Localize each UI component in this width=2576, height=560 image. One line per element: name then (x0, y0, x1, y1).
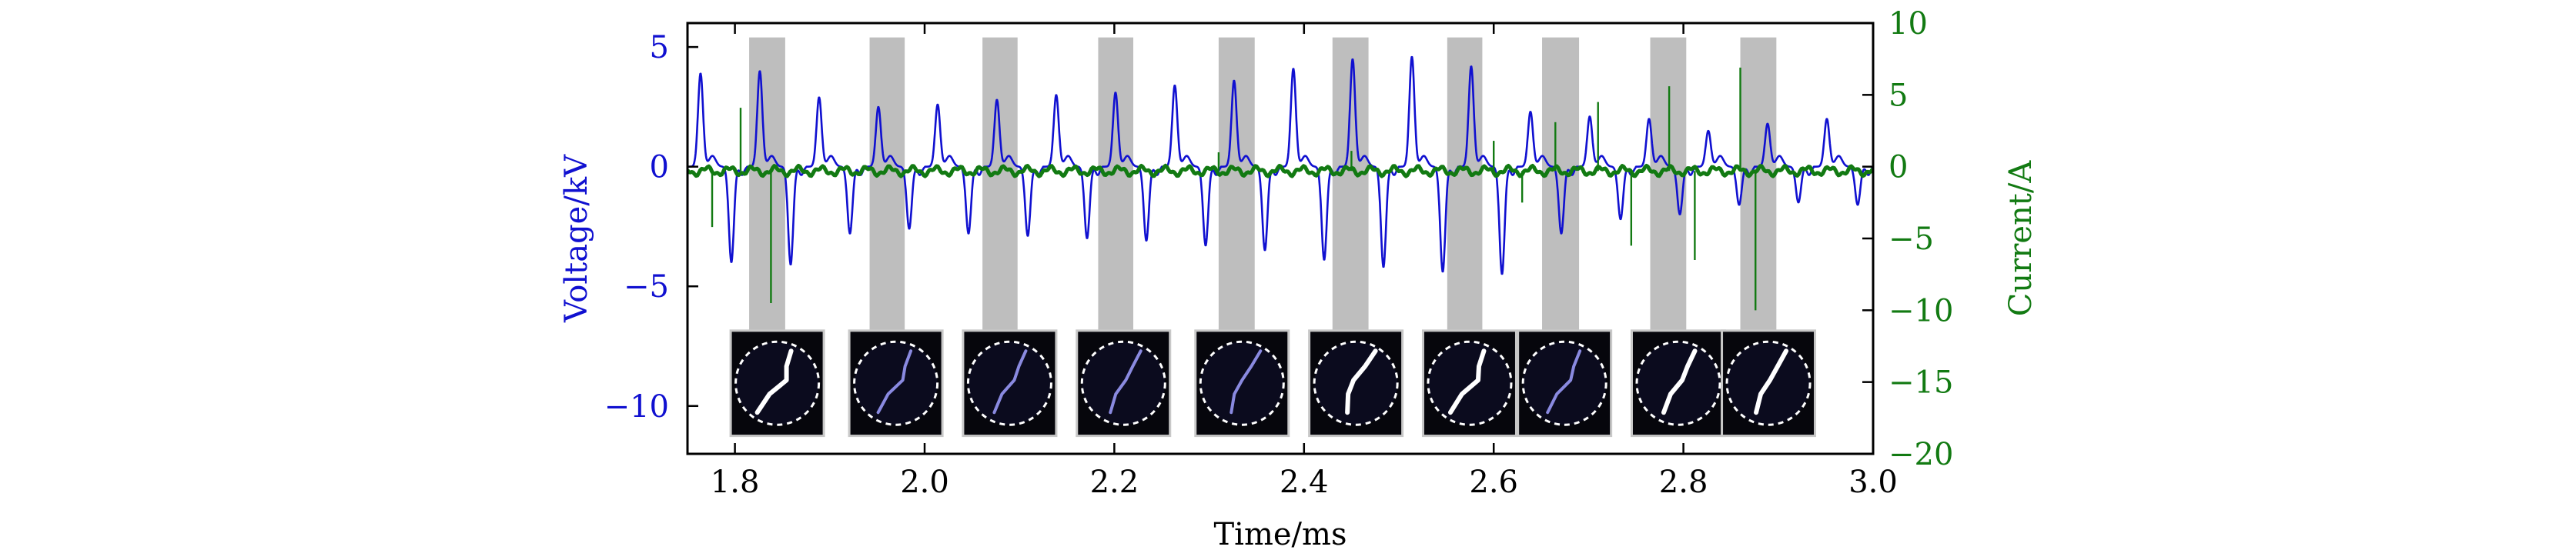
x-tick-label: 1.8 (711, 465, 760, 500)
discharge-image-1 (729, 329, 825, 438)
right-tick-label: 5 (1889, 78, 1908, 113)
discharge-filament (1661, 348, 1698, 415)
x-tick-label: 2.6 (1469, 465, 1518, 500)
right-tick-label: 10 (1889, 6, 1928, 42)
discharge-filament (992, 349, 1028, 415)
current-trace (687, 163, 1873, 178)
discharge-image-5 (1194, 329, 1290, 438)
left-tick-label: −5 (624, 269, 669, 305)
x-tick-label: 2.8 (1659, 465, 1708, 500)
electrode-circle (853, 340, 939, 426)
discharge-filament (1345, 348, 1378, 415)
electrode-circle (1427, 340, 1513, 426)
discharge-filament (1229, 349, 1263, 415)
electrode-circle (734, 340, 821, 426)
discharge-image-4 (1076, 329, 1172, 438)
left-axis-label: Voltage/kV (559, 154, 594, 323)
x-tick-label: 2.2 (1090, 465, 1139, 500)
left-tick-label: 5 (650, 30, 669, 65)
right-tick-label: 0 (1889, 150, 1908, 185)
left-axis-ticks: 5 0 −5 −10 (604, 30, 698, 425)
discharge-image-10 (1721, 329, 1817, 438)
x-axis-label: Time/ms (1213, 517, 1347, 552)
x-tick-label: 3.0 (1848, 465, 1898, 500)
x-tick-label: 2.4 (1280, 465, 1329, 500)
right-tick-label: −15 (1889, 365, 1953, 401)
right-axis-ticks: 10 5 0 −5 −10 −15 −20 (1862, 6, 1953, 472)
right-tick-label: −10 (1889, 293, 1953, 328)
left-tick-label: 0 (650, 150, 669, 185)
discharge-filament (1109, 349, 1142, 415)
discharge-filament (876, 349, 913, 415)
discharge-image-2 (848, 329, 944, 438)
discharge-image-6 (1308, 329, 1404, 438)
discharge-filament (1546, 349, 1582, 415)
discharge-filament (1447, 348, 1487, 415)
right-axis-label: Current/A (2003, 160, 2039, 317)
discharge-filament (754, 348, 794, 415)
discharge-image-8 (1517, 329, 1613, 438)
discharge-image-9 (1631, 329, 1726, 438)
left-tick-label: −10 (604, 389, 669, 425)
discharge-filament (1754, 348, 1789, 415)
traces (687, 55, 1873, 311)
right-tick-label: −20 (1889, 437, 1953, 472)
discharge-image-3 (962, 329, 1058, 438)
discharge-image-7 (1421, 329, 1517, 438)
x-tick-label: 2.0 (900, 465, 949, 500)
x-axis-ticks: 1.8 2.0 2.2 2.4 2.6 2.8 3.0 (711, 23, 1898, 500)
right-tick-label: −5 (1889, 222, 1934, 257)
electrode-circle (1521, 340, 1607, 426)
electrode-circle (1313, 340, 1399, 426)
discharge-image-strip (729, 329, 1817, 438)
